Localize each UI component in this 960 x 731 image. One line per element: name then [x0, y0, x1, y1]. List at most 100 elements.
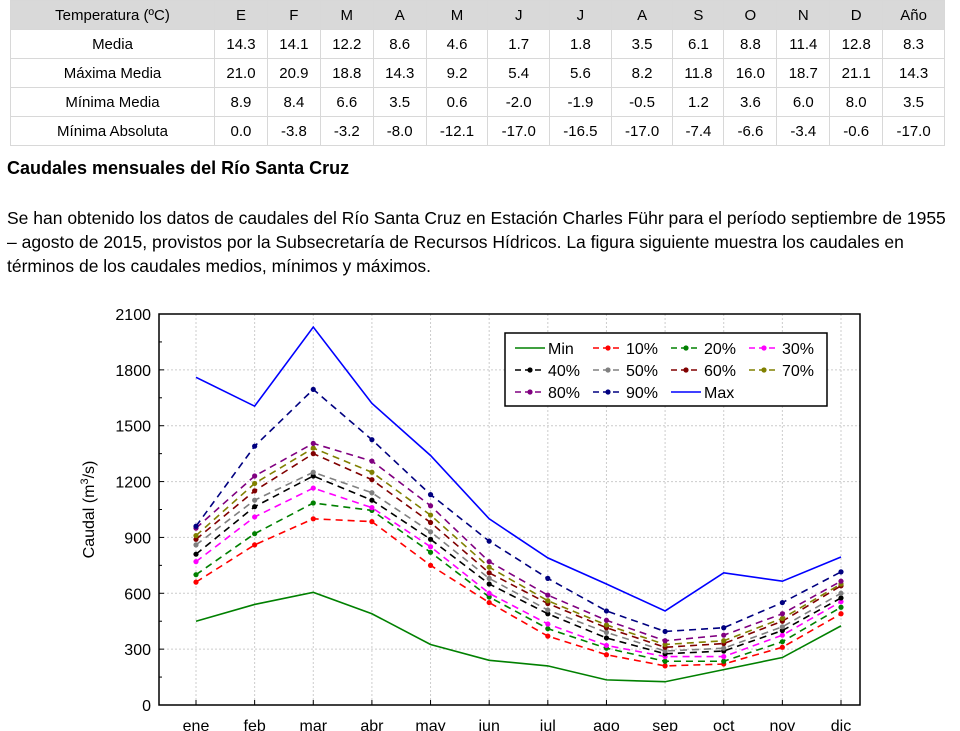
data-point	[369, 477, 375, 483]
data-point	[193, 559, 199, 565]
legend-item: 70%	[749, 363, 814, 380]
data-point	[779, 644, 785, 650]
data-point	[369, 497, 375, 503]
table-cell: -17.0	[610, 116, 674, 146]
table-cell: 0.6	[425, 87, 489, 117]
data-point	[486, 564, 492, 570]
table-header-month: M	[425, 0, 489, 30]
table-cell: -7.4	[672, 116, 725, 146]
section-heading: Caudales mensuales del Río Santa Cruz	[7, 158, 350, 178]
data-point	[603, 642, 610, 649]
x-tick-label: ago	[593, 718, 620, 731]
y-tick-label: 600	[124, 586, 151, 603]
data-point	[369, 519, 375, 525]
data-point	[486, 594, 492, 600]
legend-label: 40%	[548, 363, 580, 380]
section-paragraph: Se han obtenido los datos de caudales de…	[7, 208, 946, 276]
data-point	[486, 599, 492, 606]
data-point	[310, 445, 316, 451]
table-header-month: E	[214, 0, 268, 30]
data-point	[721, 632, 727, 638]
x-tick-label: nov	[769, 718, 795, 731]
y-tick-label: 2100	[115, 307, 151, 324]
table-cell: 18.7	[776, 58, 831, 88]
data-point	[662, 658, 668, 664]
legend-marker	[527, 389, 533, 395]
legend-item: Min	[515, 341, 574, 358]
data-point	[427, 544, 434, 550]
table-cell: 1.2	[672, 87, 725, 117]
x-tick-label: feb	[244, 718, 266, 731]
series-line-90pct	[195, 388, 842, 633]
table-cell: 20.9	[266, 58, 321, 88]
table-cell: 3.5	[372, 87, 427, 117]
legend-item: 90%	[593, 385, 658, 402]
data-point	[662, 648, 668, 654]
series-line-40pct	[195, 475, 842, 655]
table-cell: 3.5	[610, 29, 674, 59]
legend-marker	[683, 367, 689, 373]
data-point	[603, 629, 610, 635]
data-point	[603, 635, 610, 641]
data-point	[838, 604, 844, 610]
table-cell: 6.0	[776, 87, 831, 117]
table-cell: 8.4	[266, 87, 321, 117]
table-header-month: S	[672, 0, 725, 30]
series-line-60pct	[195, 452, 842, 649]
data-point	[252, 443, 258, 449]
data-point	[369, 437, 375, 443]
series-line-30pct	[195, 487, 842, 658]
table-cell: 1.8	[549, 29, 612, 59]
data-point	[252, 504, 258, 510]
legend-marker	[761, 367, 767, 373]
data-point	[486, 559, 492, 565]
data-point	[193, 536, 199, 542]
table-header-month: D	[829, 0, 884, 30]
table-cell: 8.0	[829, 87, 884, 117]
legend-label: Max	[704, 385, 734, 402]
data-point	[427, 529, 434, 535]
data-point	[486, 575, 492, 581]
table-cell: -1.9	[549, 87, 612, 117]
table-cell: -17.0	[882, 116, 945, 146]
flow-chart: 0 300 600 900 1200 1500 1800 2100 ene feb mar abr ma…	[79, 307, 861, 731]
data-point	[427, 492, 434, 498]
data-point	[369, 469, 375, 475]
data-point	[486, 590, 492, 596]
table-cell: 12.2	[319, 29, 374, 59]
table-cell: 3.5	[882, 87, 945, 117]
table-cell: 16.0	[723, 58, 778, 88]
temperature-table: Temperatura (ºC) E F M A M J J A S O N D Año Media 14.…	[10, 0, 945, 146]
legend-label: 50%	[626, 363, 658, 380]
row-label: Mínima Absoluta	[10, 116, 215, 146]
data-point	[721, 625, 727, 631]
legend-item: 80%	[515, 385, 580, 402]
data-point	[779, 611, 785, 617]
legend-item: 50%	[593, 363, 658, 380]
data-point	[779, 624, 785, 630]
data-point	[838, 595, 844, 601]
legend-label: 80%	[548, 385, 580, 402]
table-cell: 14.3	[214, 29, 268, 59]
x-tick-label: dic	[831, 718, 851, 731]
data-point	[193, 542, 199, 548]
data-point	[310, 516, 316, 522]
data-point	[662, 628, 668, 635]
data-point	[838, 599, 844, 605]
table-cell: 6.1	[672, 29, 725, 59]
y-tick-label: 0	[142, 698, 151, 715]
legend-label: 90%	[626, 385, 658, 402]
table-header-month: J	[549, 0, 612, 30]
data-point	[310, 485, 316, 491]
table-cell: 4.6	[425, 29, 489, 59]
table-header-month: Año	[882, 0, 945, 30]
legend-marker	[605, 389, 611, 395]
data-point	[838, 578, 844, 584]
data-point	[427, 512, 434, 518]
data-point	[252, 480, 258, 487]
data-point	[310, 473, 316, 479]
series-line-80pct	[195, 442, 842, 642]
table-cell: -6.6	[723, 116, 778, 146]
data-point	[193, 572, 199, 578]
legend-marker	[527, 367, 533, 373]
